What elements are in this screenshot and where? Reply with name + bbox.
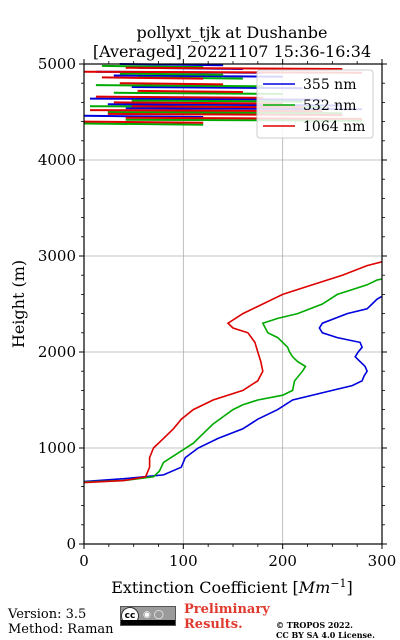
version-label: Version: 3.5 (8, 607, 87, 622)
preliminary-notice: Preliminary Results. (184, 602, 270, 632)
x-tick-label: 100 (169, 552, 198, 570)
y-axis-label: Height (m) (9, 260, 28, 348)
y-tick-label: 0 (66, 535, 76, 553)
y-tick-label: 4000 (38, 151, 76, 169)
copyright-line-1: © TROPOS 2022. (276, 620, 353, 630)
legend-label: 1064 nm (303, 119, 365, 135)
legend-label: 532 nm (303, 98, 356, 114)
preliminary-line-1: Preliminary (184, 602, 270, 617)
y-tick-label: 3000 (38, 247, 76, 265)
y-tick-label: 5000 (38, 55, 76, 73)
x-tick-label: 200 (268, 552, 297, 570)
legend-label: 355 nm (303, 77, 356, 93)
y-tick-label: 1000 (38, 439, 76, 457)
x-tick-label: 300 (368, 552, 397, 570)
series-lines (83, 261, 383, 484)
series-line-2 (83, 261, 383, 484)
x-axis-label: Extinction Coefficient [Mm−1] (111, 577, 353, 597)
method-label: Method: Raman (8, 622, 114, 637)
chart-title: pollyxt_tjk at Dushanbe (136, 23, 327, 42)
x-tick-label: 0 (79, 552, 89, 570)
by-sa-icon: ◉ ◯ (143, 610, 164, 620)
legend-box (256, 69, 374, 139)
extinction-profile-chart: pollyxt_tjk at Dushanbe [Averaged] 20221… (9, 23, 397, 597)
legend: 355 nm 532 nm 1064 nm (256, 69, 374, 139)
cc-badge-bar (121, 620, 175, 625)
cc-license-badge: cc ◉ ◯ (120, 606, 176, 626)
preliminary-line-2: Results. (184, 617, 243, 632)
series-line-0 (83, 295, 383, 483)
copyright-notice: © TROPOS 2022. CC BY SA 4.0 License. (276, 620, 375, 640)
noise-1064nm (83, 66, 363, 124)
chart-subtitle: [Averaged] 20221107 15:36-16:34 (93, 42, 371, 61)
copyright-line-2: CC BY SA 4.0 License. (276, 630, 375, 640)
series-line-1 (83, 278, 383, 483)
y-tick-label: 2000 (38, 343, 76, 361)
